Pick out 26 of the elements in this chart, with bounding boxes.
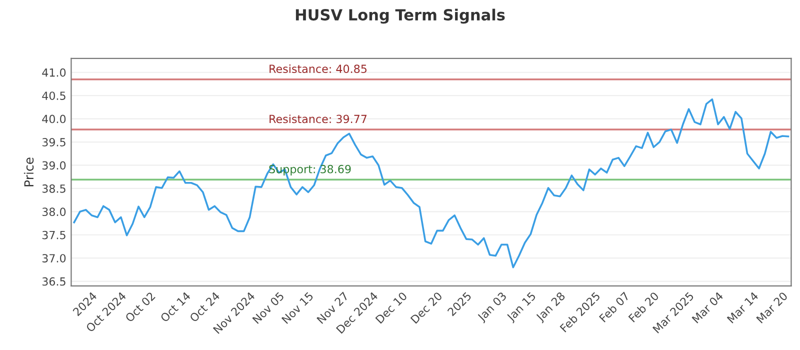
x-tick-label: Mar 04 [692,291,724,324]
y-tick-label: 40.5 [42,92,66,100]
ref-line-label: Resistance: 39.77 [270,114,367,124]
ref-line-label: Resistance: 40.85 [270,64,367,74]
y-tick-label: 41.0 [42,68,66,77]
chart-title: HUSV Long Term Signals [296,8,505,24]
y-tick-label: 39.5 [42,138,66,146]
x-tick-label: Feb 07 [598,291,630,323]
x-tick-label: Jan 15 [506,292,538,324]
y-tick-label: 36.5 [42,277,66,286]
y-tick-label: 37.5 [42,230,66,240]
y-tick-label: 38.0 [42,208,66,216]
x-tick-label: Jan 03 [476,292,508,324]
x-tick-label: Mar 20 [756,291,788,324]
y-axis-title: Price [24,158,34,186]
x-tick-label: Feb 20 [628,291,660,323]
line-series [73,98,790,268]
y-tick-label: 40.0 [42,114,66,124]
x-tick-label: Oct 02 [124,292,156,323]
x-tick-label: Dec 20 [410,291,443,324]
x-tick-label: Oct 14 [160,291,191,323]
y-tick-label: 37.0 [42,254,66,262]
x-tick-label: Jan 28 [535,291,567,324]
y-tick-label: 39.0 [42,161,66,170]
x-tick-label: Oct 24 [189,291,220,323]
y-tick-label: 38.5 [42,184,66,193]
